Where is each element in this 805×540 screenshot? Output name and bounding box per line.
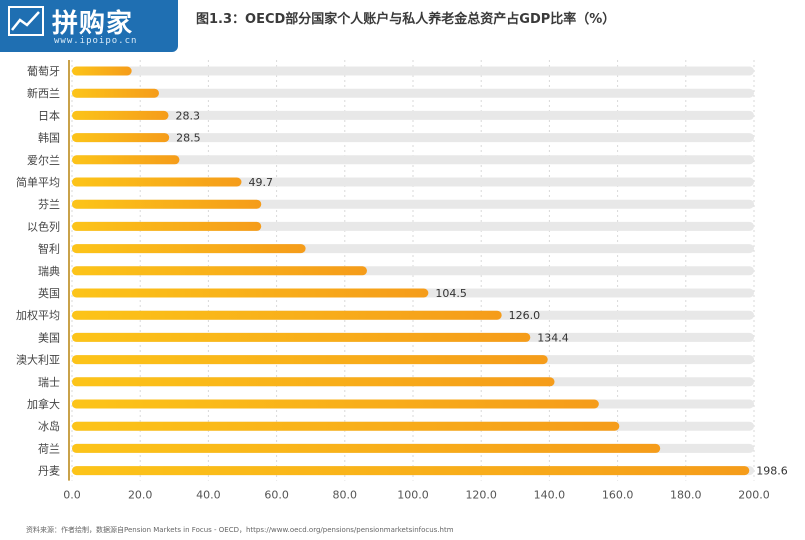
x-tick-label: 120.0	[465, 489, 497, 502]
category-label: 爱尔兰	[27, 154, 60, 167]
bar	[72, 155, 180, 165]
bar	[72, 421, 620, 431]
x-tick-label: 140.0	[534, 489, 566, 502]
value-label: 104.5	[435, 287, 467, 300]
bar	[72, 110, 169, 120]
bar	[72, 133, 170, 143]
bar	[72, 443, 661, 453]
bar-track	[72, 110, 754, 120]
bar-track	[72, 177, 754, 187]
x-tick-label: 0.0	[63, 489, 81, 502]
site-logo: 拼购家 www.ipoipo.cn	[0, 0, 178, 52]
category-label: 智利	[38, 242, 60, 256]
category-label: 澳大利亚	[16, 353, 60, 367]
bar	[72, 399, 599, 409]
bar	[72, 177, 242, 187]
bar	[72, 466, 750, 476]
bar	[72, 88, 159, 98]
category-label: 加拿大	[27, 397, 60, 411]
x-tick-label: 20.0	[128, 489, 153, 502]
logo-text: 拼购家	[52, 9, 134, 39]
category-label: 韩国	[38, 131, 60, 145]
bar	[72, 310, 502, 320]
value-label: 49.7	[248, 176, 272, 189]
category-label: 简单平均	[16, 175, 60, 189]
x-tick-label: 60.0	[264, 489, 289, 502]
chart-title: 图1.3：OECD部分国家个人账户与私人养老金总资产占GDP比率（%）	[196, 12, 616, 27]
bar	[72, 221, 262, 231]
value-label: 28.5	[176, 132, 201, 145]
bar	[72, 66, 132, 76]
category-label: 日本	[38, 108, 60, 122]
category-label: 以色列	[27, 219, 60, 233]
category-label: 美国	[38, 331, 60, 344]
bar	[72, 199, 262, 209]
x-tick-label: 180.0	[670, 489, 702, 502]
category-label: 芬兰	[38, 198, 60, 211]
category-label: 葡萄牙	[27, 65, 60, 78]
value-label: 134.4	[537, 331, 569, 344]
bar	[72, 244, 306, 254]
category-label: 瑞典	[38, 264, 60, 278]
bar-track	[72, 133, 754, 143]
category-label: 新西兰	[27, 86, 60, 100]
x-tick-label: 100.0	[397, 489, 429, 502]
source-note: 资料来源：作者绘制，数据源自Pension Markets in Focus -…	[26, 526, 454, 534]
bar	[72, 377, 555, 387]
bar	[72, 332, 531, 342]
category-label: 瑞士	[38, 375, 60, 389]
bar	[72, 355, 548, 365]
house-chart-icon	[8, 6, 44, 36]
x-tick-label: 160.0	[602, 489, 634, 502]
bar-track	[72, 155, 754, 165]
bar	[72, 288, 429, 298]
x-tick-label: 80.0	[333, 489, 358, 502]
x-tick-label: 40.0	[196, 489, 221, 502]
value-label: 126.0	[509, 309, 541, 322]
category-label: 英国	[38, 286, 60, 300]
category-label: 冰岛	[38, 419, 60, 433]
category-label: 加权平均	[16, 309, 60, 322]
value-label: 198.6	[756, 465, 788, 478]
category-label: 荷兰	[38, 442, 60, 455]
x-tick-label: 200.0	[738, 489, 770, 502]
logo-url: www.ipoipo.cn	[54, 36, 138, 46]
bar-track	[72, 88, 754, 98]
value-label: 28.3	[176, 109, 201, 122]
bar-track	[72, 66, 754, 76]
bar	[72, 266, 367, 276]
category-label: 丹麦	[38, 465, 60, 478]
